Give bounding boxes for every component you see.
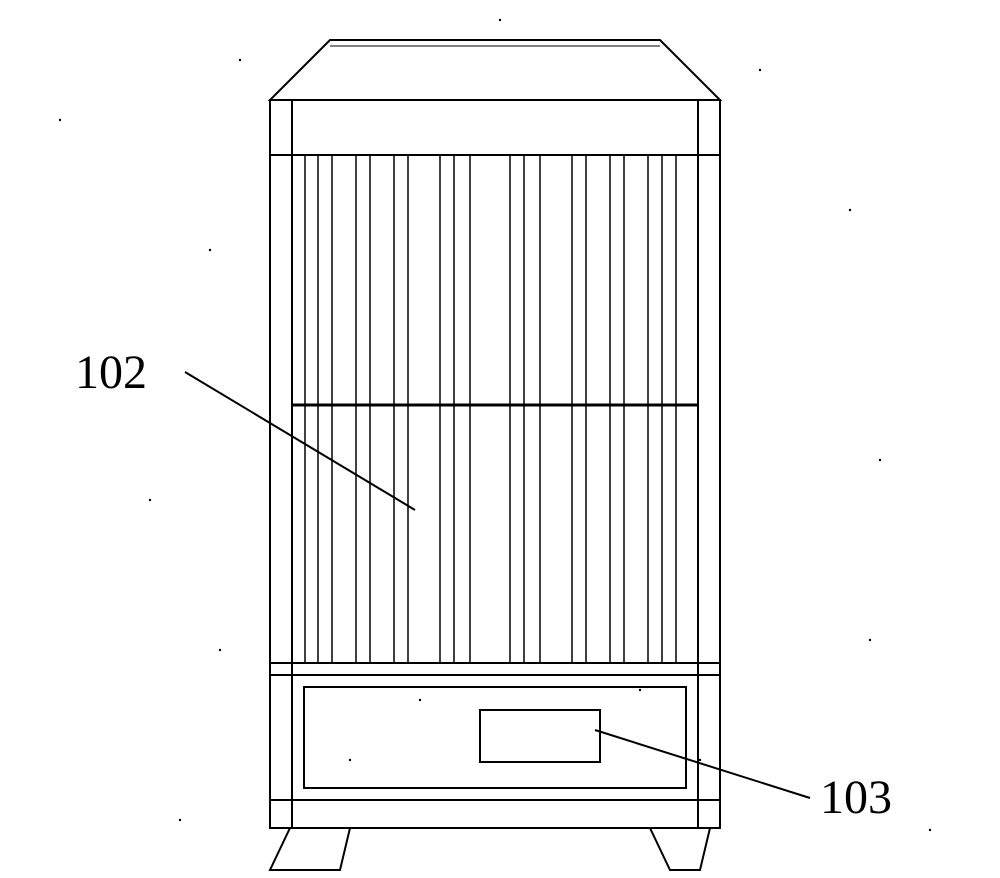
label-103: 103 [820,770,892,825]
label-102: 102 [75,345,147,400]
device-diagram [0,0,1000,878]
